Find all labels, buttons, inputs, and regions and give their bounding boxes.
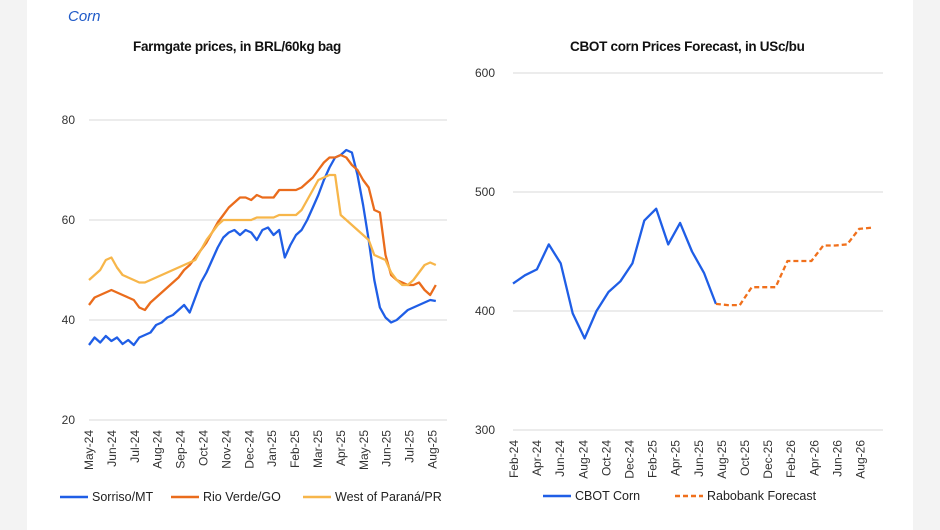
farmgate-chart: 20 40 60 80 May-24 Jun-24 Jul-24 Aug-24 Sep-24 Oc…: [60, 113, 447, 504]
cbot-x-tick: Oct-25: [738, 440, 752, 476]
cbot-x-tick: Apr-26: [807, 440, 821, 476]
farmgate-x-tick: Feb-25: [288, 430, 302, 468]
farmgate-x-tick: Aug-25: [426, 430, 440, 469]
farmgate-legend-label: Sorriso/MT: [92, 490, 153, 504]
cbot-y-tick: 300: [475, 423, 495, 437]
farmgate-y-tick: 40: [62, 313, 76, 327]
farmgate-x-tick: Nov-24: [219, 430, 233, 469]
farmgate-y-tick: 60: [62, 213, 76, 227]
farmgate-y-tick: 20: [62, 413, 76, 427]
farmgate-x-tick: May-24: [82, 430, 96, 470]
cbot-x-tick: Apr-24: [530, 440, 544, 476]
cbot-x-tick: Jun-24: [553, 440, 567, 477]
cbot-chart: 300 400 500 600 Feb-24 Apr-24 Jun-24 Aug-24 Oct-…: [475, 66, 883, 503]
cbot-legend-label: Rabobank Forecast: [707, 489, 817, 503]
farmgate-x-tick: Apr-25: [334, 430, 348, 466]
farmgate-series-1-line: [88, 153, 437, 312]
cbot-legend-label: CBOT Corn: [575, 489, 640, 503]
page: Corn Farmgate prices, in BRL/60kg bag CB…: [27, 0, 913, 530]
farmgate-x-tick: Aug-24: [151, 430, 165, 469]
left-chart-title: Farmgate prices, in BRL/60kg bag: [133, 39, 341, 54]
section-label: Corn: [68, 8, 101, 25]
farmgate-x-tick: May-25: [357, 430, 371, 470]
cbot-x-tick: Dec-24: [623, 440, 637, 479]
cbot-x-tick: Aug-24: [576, 440, 590, 479]
cbot-y-tick: 400: [475, 304, 495, 318]
farmgate-x-tick: Oct-24: [197, 430, 211, 466]
cbot-y-tick: 600: [475, 66, 495, 80]
cbot-y-tick: 500: [475, 185, 495, 199]
farmgate-x-tick: Sep-24: [174, 430, 188, 469]
farmgate-x-tick: Jun-24: [105, 430, 119, 467]
farmgate-legend-label: West of Paraná/PR: [335, 490, 442, 504]
farmgate-series-2-line: [88, 173, 437, 287]
farmgate-y-tick: 80: [62, 113, 76, 127]
cbot-x-tick: Aug-25: [715, 440, 729, 479]
farmgate-legend-label: Rio Verde/GO: [203, 490, 281, 504]
farmgate-x-tick: Jul-24: [128, 430, 142, 463]
cbot-x-tick: Feb-24: [507, 440, 521, 478]
cbot-x-tick: Apr-25: [669, 440, 683, 476]
farmgate-x-tick: Jul-25: [403, 430, 417, 463]
cbot-series-1-line: [715, 226, 872, 307]
farmgate-x-tick: Jun-25: [380, 430, 394, 467]
cbot-x-tick: Feb-26: [784, 440, 798, 478]
farmgate-x-tick: Dec-24: [242, 430, 256, 469]
cbot-x-tick: Jun-26: [830, 440, 844, 477]
farmgate-x-tick: Jan-25: [265, 430, 279, 467]
cbot-x-tick: Oct-24: [599, 440, 613, 476]
farmgate-series-0-line: [88, 148, 437, 347]
farmgate-x-tick: Mar-25: [311, 430, 325, 468]
cbot-x-tick: Aug-26: [854, 440, 868, 479]
cbot-x-tick: Jun-25: [692, 440, 706, 477]
cbot-x-tick: Feb-25: [646, 440, 660, 478]
right-chart-title: CBOT corn Prices Forecast, in USc/bu: [570, 39, 805, 54]
cbot-x-tick: Dec-25: [761, 440, 775, 479]
cbot-series-0-line: [512, 207, 717, 340]
